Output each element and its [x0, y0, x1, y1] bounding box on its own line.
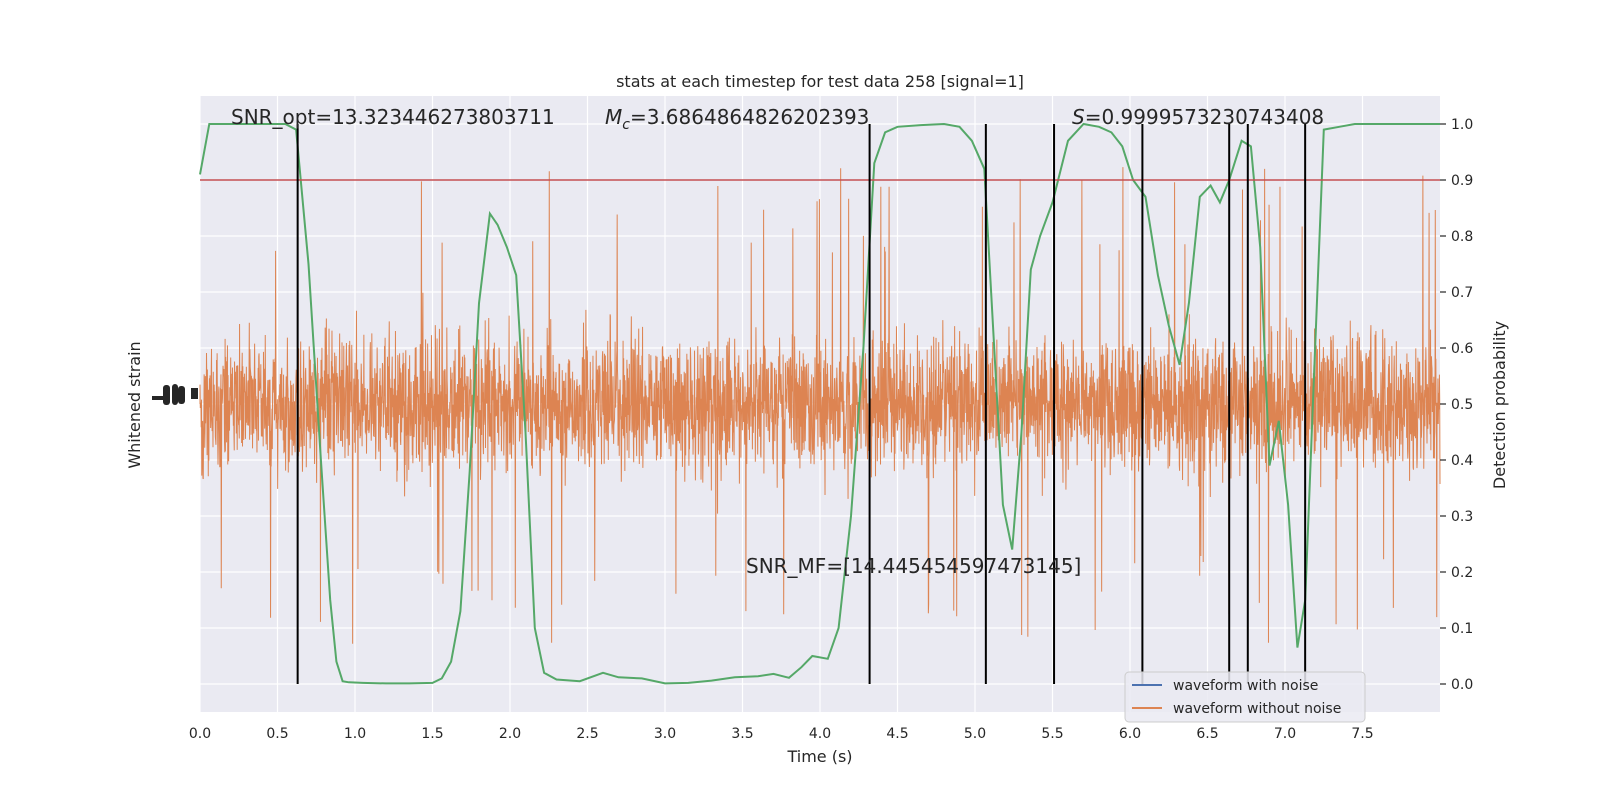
- x-tick-label-14: 7.0: [1274, 726, 1296, 742]
- y-tick-label-7: 0.7: [1451, 285, 1473, 301]
- y-tick-label-3: 0.3: [1451, 509, 1473, 525]
- chirp-mass-annotation: Mc=3.6864864826202393: [605, 105, 869, 133]
- s-annotation: S=0.9999573230743408: [1072, 105, 1324, 129]
- snr-opt-annotation: SNR_opt=13.323446273803711: [231, 105, 555, 129]
- snr-mf-annotation: SNR_MF=[14.445454597473145]: [746, 554, 1081, 578]
- legend: waveform with noise waveform without noi…: [1124, 671, 1366, 723]
- vertical-lines: [296, 124, 1307, 684]
- chirp-mass-value: =3.6864864826202393: [630, 105, 869, 129]
- y-axis-ticks-right: 0.0 0.1 0.2 0.3 0.4 0.5 0.6 0.7 0.8 0.9 1.0: [1440, 117, 1473, 693]
- y-axis-label-right: Detection probability: [1490, 321, 1509, 489]
- x-axis-ticks: 0.0 0.5 1.0 1.5 2.0 2.5 3.0 3.5 4.0 4.5 5.0 5.5 6.0 6…: [189, 726, 1374, 742]
- chirp-mass-subscript: c: [622, 117, 630, 133]
- s-symbol: S: [1072, 105, 1085, 129]
- x-tick-label-8: 4.0: [809, 726, 831, 742]
- strain-line: [199, 167, 1441, 644]
- x-tick-label-4: 2.0: [499, 726, 521, 742]
- x-tick-label-7: 3.5: [731, 726, 753, 742]
- chirp-mass-symbol: M: [605, 105, 622, 129]
- x-tick-label-1: 0.5: [266, 726, 288, 742]
- left-axis-overlapping-ticks: [152, 384, 198, 405]
- y-tick-label-8: 0.8: [1451, 229, 1473, 245]
- legend-label-without-noise: waveform without noise: [1173, 701, 1341, 717]
- chart-title: stats at each timestep for test data 258…: [616, 72, 1024, 91]
- y-tick-label-10: 1.0: [1451, 117, 1473, 133]
- legend-box: [1124, 671, 1366, 723]
- detection-probability-line: [199, 122, 1440, 685]
- x-tick-label-6: 3.0: [654, 726, 676, 742]
- y-tick-label-1: 0.1: [1451, 621, 1473, 637]
- y-axis-label-left: Whitened strain: [125, 341, 144, 468]
- x-tick-label-0: 0.0: [189, 726, 211, 742]
- x-tick-label-15: 7.5: [1351, 726, 1373, 742]
- x-tick-label-13: 6.5: [1196, 726, 1218, 742]
- x-tick-label-12: 6.0: [1119, 726, 1141, 742]
- y-tick-label-0: 0.0: [1451, 677, 1473, 693]
- y-tick-label-6: 0.6: [1451, 341, 1473, 357]
- x-tick-label-11: 5.5: [1041, 726, 1063, 742]
- y-tick-label-9: 0.9: [1451, 173, 1473, 189]
- y-tick-label-4: 0.4: [1451, 453, 1473, 469]
- x-axis-label: Time (s): [786, 747, 852, 766]
- x-tick-label-2: 1.0: [344, 726, 366, 742]
- strain-trace: [199, 167, 1441, 644]
- probability-line-layer: [199, 122, 1440, 685]
- s-value: =0.9999573230743408: [1085, 105, 1324, 129]
- x-tick-label-10: 5.0: [964, 726, 986, 742]
- y-tick-label-5: 0.5: [1451, 397, 1473, 413]
- x-tick-label-5: 2.5: [576, 726, 598, 742]
- legend-label-with-noise: waveform with noise: [1173, 678, 1318, 694]
- x-tick-label-3: 1.5: [421, 726, 443, 742]
- y-tick-label-2: 0.2: [1451, 565, 1473, 581]
- x-tick-label-9: 4.5: [886, 726, 908, 742]
